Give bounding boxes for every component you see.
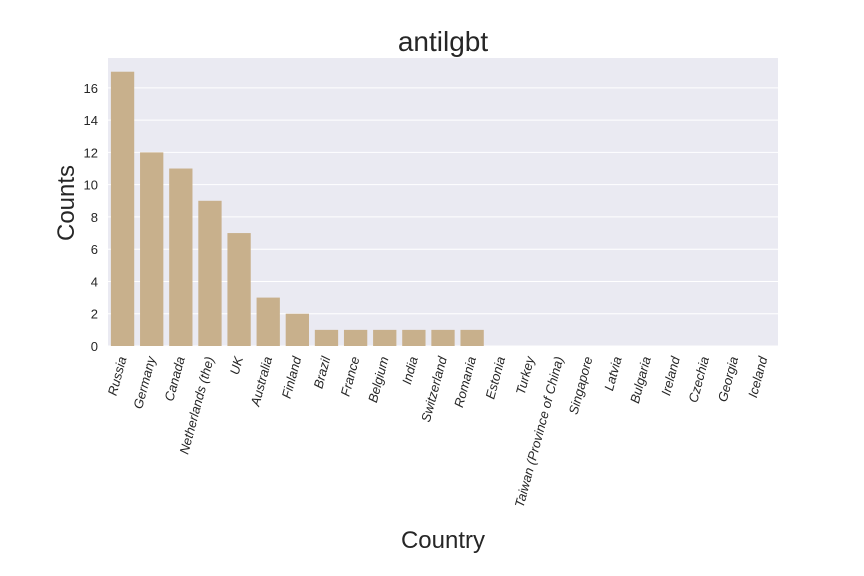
bar-brazil <box>314 329 339 346</box>
x-tick-label: Latvia <box>601 355 624 392</box>
bar-france <box>343 329 368 346</box>
bar-finland <box>285 313 309 346</box>
x-tick-label: UK <box>227 354 247 377</box>
bar-belgium <box>373 329 397 346</box>
x-tick-label: Estonia <box>482 355 508 401</box>
y-tick-label: 2 <box>91 307 98 322</box>
y-tick-label: 6 <box>91 242 98 257</box>
bar-romania <box>460 329 484 346</box>
y-tick-label: 10 <box>84 178 98 193</box>
x-tick-label: Germany <box>130 353 159 410</box>
x-tick-label: Brazil <box>310 354 333 390</box>
y-tick-label: 8 <box>91 210 98 225</box>
x-tick-label: Russia <box>105 355 130 397</box>
y-tick-label: 14 <box>84 113 98 128</box>
x-tick-label: Belgium <box>365 355 392 404</box>
x-tick-label: Singapore <box>566 355 596 416</box>
bar-netherlands-the <box>198 200 222 346</box>
y-tick-label: 4 <box>91 274 98 289</box>
x-tick-label: Bulgaria <box>627 355 654 405</box>
y-tick-label: 16 <box>84 81 98 96</box>
x-tick-label: Canada <box>161 355 187 403</box>
x-axis-label: Country <box>401 527 485 554</box>
x-tick-label: Iceland <box>745 354 771 399</box>
x-tick-label: Czechia <box>685 355 712 404</box>
bar-russia <box>110 71 135 346</box>
bar-india <box>402 329 426 346</box>
x-tick-label: India <box>399 355 421 386</box>
y-tick-label: 12 <box>84 145 98 160</box>
bars <box>110 71 484 346</box>
y-tick-label: 0 <box>91 339 98 354</box>
y-axis-label: Counts <box>53 165 80 241</box>
x-tick-label: France <box>338 355 363 398</box>
x-tick-label: Finland <box>279 354 305 400</box>
x-tick-label: Romania <box>451 355 479 409</box>
x-tick-label: Georgia <box>715 355 741 404</box>
bar-australia <box>256 297 280 346</box>
y-tick-labels: 0 2 4 6 8 10 12 14 16 <box>84 81 98 354</box>
x-tick-label: Australia <box>247 355 275 409</box>
bar-germany <box>140 152 164 346</box>
chart-title: antilgbt <box>398 26 489 57</box>
x-tick-label: Ireland <box>658 354 683 397</box>
bar-canada <box>169 168 193 346</box>
x-tick-label: Turkey <box>513 353 538 396</box>
bar-switzerland <box>431 329 455 346</box>
x-tick-label: Switzerland <box>418 354 450 424</box>
bar-uk <box>227 233 251 346</box>
